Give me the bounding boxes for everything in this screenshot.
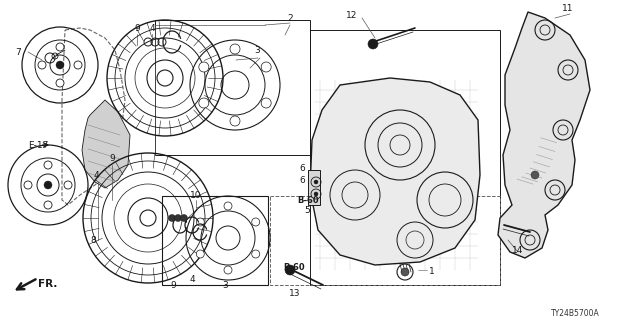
Circle shape (314, 192, 318, 196)
Text: 11: 11 (563, 4, 573, 12)
Circle shape (168, 214, 175, 221)
Bar (162, 196, 268, 285)
Text: B-60: B-60 (297, 196, 319, 204)
Polygon shape (310, 78, 480, 265)
Text: 3: 3 (254, 45, 260, 54)
Text: 3: 3 (222, 281, 228, 290)
Circle shape (44, 201, 52, 209)
Text: FR.: FR. (38, 279, 58, 289)
Circle shape (531, 171, 539, 179)
Circle shape (44, 181, 52, 189)
Text: 6: 6 (299, 175, 305, 185)
Circle shape (285, 265, 295, 275)
Text: E-17: E-17 (28, 140, 49, 149)
Text: 9: 9 (170, 281, 176, 290)
Text: 5: 5 (304, 205, 310, 214)
Polygon shape (498, 12, 590, 258)
Circle shape (44, 161, 52, 169)
Text: 1: 1 (429, 268, 435, 276)
Circle shape (261, 62, 271, 72)
Text: 10: 10 (190, 190, 202, 199)
Text: TY24B5700A: TY24B5700A (551, 308, 600, 317)
Circle shape (56, 79, 64, 87)
Text: 13: 13 (289, 289, 301, 298)
Circle shape (224, 202, 232, 210)
Circle shape (199, 98, 209, 108)
Text: 7: 7 (15, 47, 21, 57)
Polygon shape (82, 100, 130, 188)
Circle shape (56, 61, 64, 69)
Circle shape (196, 250, 204, 258)
Polygon shape (308, 170, 320, 205)
Text: B-60: B-60 (283, 263, 305, 273)
Circle shape (180, 214, 188, 221)
Circle shape (56, 43, 64, 51)
Text: 4: 4 (189, 276, 195, 284)
Circle shape (64, 181, 72, 189)
Circle shape (314, 180, 318, 184)
Circle shape (261, 98, 271, 108)
Text: 6: 6 (299, 164, 305, 172)
Circle shape (230, 116, 240, 126)
Circle shape (252, 250, 260, 258)
Circle shape (74, 61, 82, 69)
Circle shape (24, 181, 32, 189)
Text: 8: 8 (90, 236, 96, 244)
Circle shape (196, 218, 204, 226)
Text: 4: 4 (149, 23, 155, 33)
Text: 9: 9 (134, 23, 140, 33)
Text: 2: 2 (287, 13, 293, 22)
Text: 4: 4 (93, 171, 99, 180)
Circle shape (224, 266, 232, 274)
Circle shape (368, 39, 378, 49)
Circle shape (252, 218, 260, 226)
Text: 9: 9 (109, 154, 115, 163)
Circle shape (401, 268, 409, 276)
Circle shape (38, 61, 46, 69)
Circle shape (199, 62, 209, 72)
Circle shape (230, 44, 240, 54)
Circle shape (175, 214, 182, 221)
Text: 12: 12 (346, 11, 358, 20)
Text: 14: 14 (512, 245, 524, 254)
